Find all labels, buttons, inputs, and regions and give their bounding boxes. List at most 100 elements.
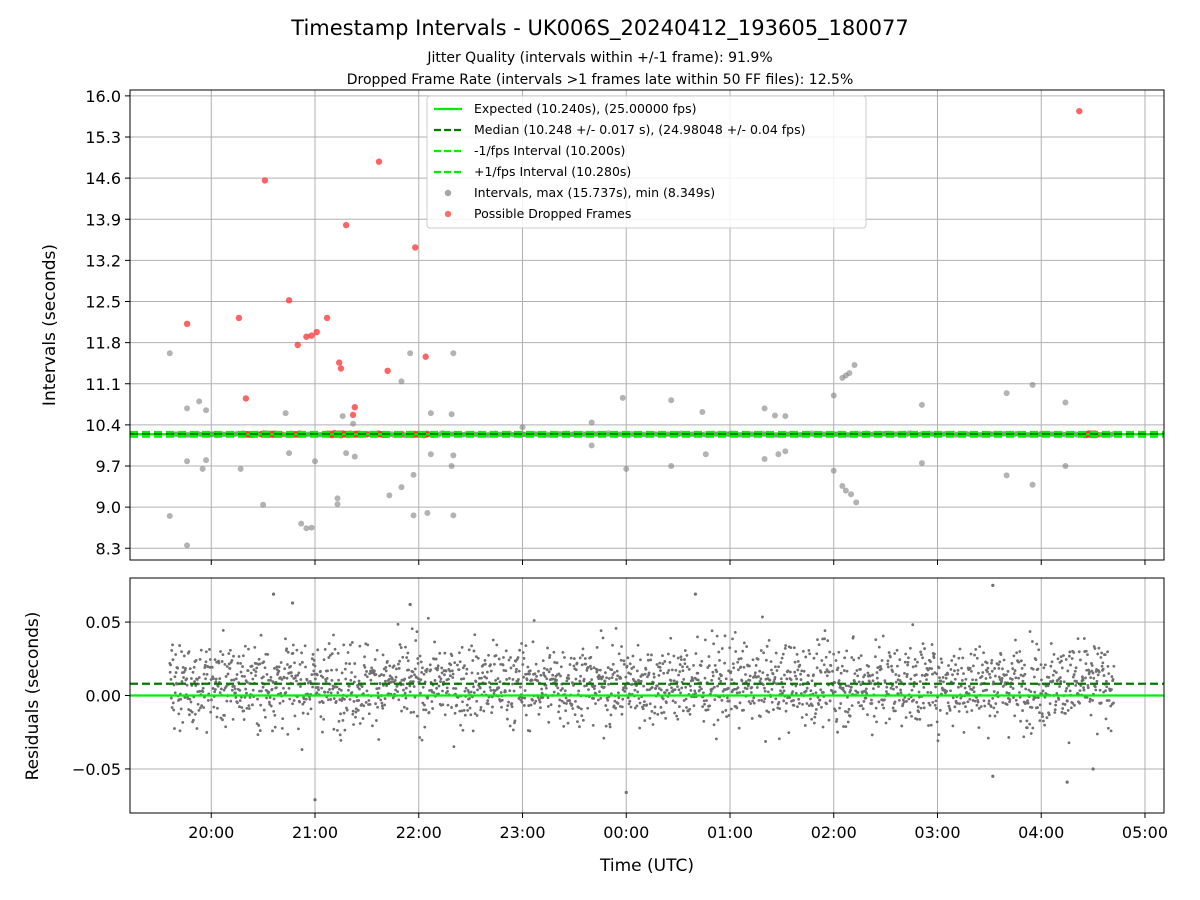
residual-point — [337, 678, 340, 682]
residual-point — [787, 731, 791, 735]
residual-point — [340, 671, 344, 675]
residual-point — [707, 655, 711, 658]
residual-point — [350, 691, 354, 694]
residual-point — [251, 677, 255, 681]
residual-point — [504, 649, 508, 653]
residual-point — [396, 690, 400, 693]
residual-point — [853, 672, 857, 676]
residual-point — [666, 652, 670, 656]
residuals-x-ticks: 20:00 21:00 22:00 23:00 00:00 01:00 02:00 03:00… — [188, 813, 1168, 842]
residual-point — [779, 677, 783, 681]
residual-point — [409, 711, 413, 714]
residual-point — [1064, 712, 1067, 715]
residual-point — [213, 658, 217, 662]
residual-point — [295, 648, 299, 652]
residual-point — [326, 669, 329, 673]
residual-point — [341, 719, 345, 722]
interval-point — [282, 410, 289, 417]
residual-point — [1039, 663, 1043, 667]
residual-point — [291, 643, 295, 647]
residual-point — [879, 667, 883, 671]
residual-point — [238, 699, 242, 703]
residual-point — [1036, 667, 1040, 671]
residual-point — [225, 699, 229, 703]
residual-point — [493, 662, 496, 666]
residual-point — [212, 705, 216, 709]
residual-point — [552, 650, 556, 654]
residual-point — [185, 683, 189, 687]
residual-point — [568, 699, 571, 702]
residual-point — [1043, 723, 1046, 727]
residual-point — [358, 644, 362, 648]
residual-point — [950, 659, 954, 662]
residual-point — [497, 686, 501, 690]
residual-point — [376, 705, 379, 709]
residual-point — [953, 669, 956, 673]
residual-point — [367, 699, 371, 702]
residual-point — [888, 717, 891, 721]
residual-point — [313, 798, 317, 802]
residual-point — [679, 658, 683, 661]
residual-point — [932, 656, 936, 660]
residual-point — [628, 662, 632, 666]
residual-point — [724, 677, 728, 681]
residual-point — [585, 668, 589, 672]
residual-point — [339, 688, 343, 692]
residual-point — [385, 659, 389, 663]
residual-point — [205, 730, 209, 734]
residual-point — [574, 699, 577, 703]
residual-point — [236, 661, 240, 665]
residual-point — [517, 669, 521, 673]
residual-point — [500, 705, 503, 709]
residual-point — [241, 665, 244, 668]
residual-point — [384, 669, 388, 673]
interval-point — [184, 458, 191, 465]
residual-point — [523, 689, 527, 692]
residual-point — [1046, 684, 1050, 688]
residual-point — [336, 691, 340, 695]
residual-point — [630, 667, 634, 670]
residual-point — [1047, 675, 1051, 679]
residual-point — [607, 682, 610, 686]
residual-point — [178, 729, 182, 733]
residual-point — [598, 668, 602, 672]
residual-point — [1025, 726, 1029, 730]
residual-point — [306, 712, 310, 716]
residual-point — [476, 672, 480, 675]
residual-point — [231, 717, 235, 721]
residual-point — [828, 650, 832, 654]
residual-point — [614, 626, 618, 630]
residual-point — [1067, 654, 1071, 658]
residual-point — [912, 684, 916, 688]
residual-point — [616, 702, 620, 705]
residual-point — [935, 720, 939, 724]
residual-point — [280, 678, 284, 681]
residual-point — [475, 714, 479, 717]
residual-point — [655, 663, 659, 666]
residual-point — [216, 684, 220, 688]
residual-point — [227, 652, 231, 655]
residual-point — [496, 677, 500, 680]
residual-point — [226, 672, 230, 676]
residual-point — [627, 702, 631, 706]
residual-point — [631, 682, 634, 686]
interval-point — [448, 411, 455, 418]
residual-point — [635, 684, 638, 688]
residual-point — [211, 687, 215, 690]
residual-point — [362, 704, 366, 708]
residual-point — [791, 690, 795, 693]
residual-point — [396, 622, 400, 626]
residual-point — [315, 673, 319, 677]
residual-point — [712, 723, 716, 727]
residual-point — [818, 698, 822, 702]
residual-point — [526, 672, 529, 676]
residual-point — [941, 675, 945, 679]
residual-point — [629, 705, 633, 709]
residual-point — [907, 697, 911, 701]
residual-point — [465, 672, 468, 676]
residual-point — [365, 689, 369, 693]
residual-point — [988, 714, 992, 718]
residual-point — [585, 684, 588, 688]
residuals-points — [168, 583, 1116, 802]
residual-point — [243, 644, 247, 648]
